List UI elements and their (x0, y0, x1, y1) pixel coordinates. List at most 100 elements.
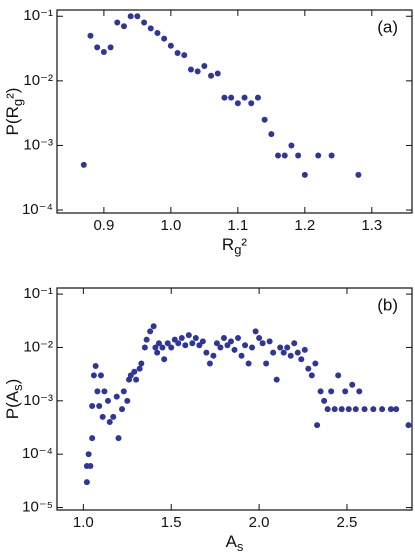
point (196, 342, 203, 349)
y-tick-label: 10⁻⁴ (22, 201, 53, 218)
y-tick-label: 10⁻³ (23, 136, 53, 153)
point (134, 13, 141, 20)
point (147, 328, 154, 335)
point (270, 349, 277, 356)
point (370, 406, 377, 413)
point (94, 44, 101, 51)
point (115, 435, 122, 442)
point (298, 356, 305, 363)
x-tick-label: 1.0 (73, 514, 94, 531)
point (259, 340, 266, 347)
point (305, 365, 312, 372)
point (206, 360, 213, 367)
point (315, 152, 322, 159)
point (208, 72, 215, 79)
point (175, 340, 182, 347)
x-tick-label: 0.9 (93, 217, 114, 234)
point (295, 152, 302, 159)
point (120, 23, 127, 30)
point (96, 402, 103, 409)
point (245, 360, 252, 367)
point (154, 30, 161, 37)
point (168, 344, 175, 351)
point (328, 152, 335, 159)
point (405, 422, 412, 429)
panel-label: (b) (377, 295, 398, 314)
point (147, 25, 154, 32)
point (277, 344, 284, 351)
point (228, 94, 235, 101)
point (224, 342, 231, 349)
point (324, 406, 331, 413)
point (242, 342, 249, 349)
point (92, 362, 99, 369)
point (266, 338, 273, 345)
y-axis-label: P(Rg²) (3, 88, 25, 136)
point (119, 406, 126, 413)
point (164, 340, 171, 347)
point (234, 100, 241, 107)
y-tick-label: 10⁻² (23, 72, 53, 89)
point (273, 376, 280, 383)
point (335, 372, 342, 379)
point (254, 94, 261, 101)
point (280, 349, 287, 356)
point (154, 349, 161, 356)
point (187, 66, 194, 73)
point (342, 388, 349, 395)
point (301, 346, 308, 353)
plot-frame (56, 287, 413, 511)
point (89, 402, 96, 409)
point (361, 406, 368, 413)
point (161, 356, 168, 363)
point (101, 388, 108, 395)
point (213, 340, 220, 347)
point (221, 94, 228, 101)
x-tick-label: 1.5 (161, 514, 182, 531)
point (150, 323, 157, 330)
point (249, 344, 256, 351)
point (85, 451, 92, 458)
point (231, 346, 238, 353)
x-tick-label: 1.3 (361, 217, 382, 234)
point (131, 368, 138, 375)
point (87, 463, 94, 470)
x-tick-label: 1.1 (227, 217, 248, 234)
point (124, 397, 131, 404)
point (203, 349, 210, 356)
y-tick-label: 10⁻¹ (23, 7, 53, 24)
point (263, 360, 270, 367)
point (110, 413, 117, 420)
point (268, 131, 275, 138)
point (201, 62, 208, 69)
point (80, 161, 87, 168)
point (107, 44, 114, 51)
point (217, 344, 224, 351)
point (288, 142, 295, 149)
point (248, 100, 255, 107)
point (355, 171, 362, 178)
point (238, 352, 245, 359)
point (141, 344, 148, 351)
point (291, 340, 298, 347)
point (314, 422, 321, 429)
point (261, 116, 268, 123)
point (182, 342, 189, 349)
point (90, 372, 97, 379)
x-axis-label: Rg² (222, 235, 248, 257)
point (189, 340, 196, 347)
point (241, 94, 248, 101)
point (83, 479, 90, 486)
y-tick-label: 10⁻³ (23, 392, 53, 409)
point (114, 19, 121, 26)
point (133, 376, 140, 383)
point (141, 19, 148, 26)
x-tick-label: 2.5 (337, 514, 358, 531)
point (210, 352, 217, 359)
point (155, 340, 162, 347)
point (161, 35, 168, 42)
plot-frame (56, 9, 413, 214)
point (194, 68, 201, 75)
